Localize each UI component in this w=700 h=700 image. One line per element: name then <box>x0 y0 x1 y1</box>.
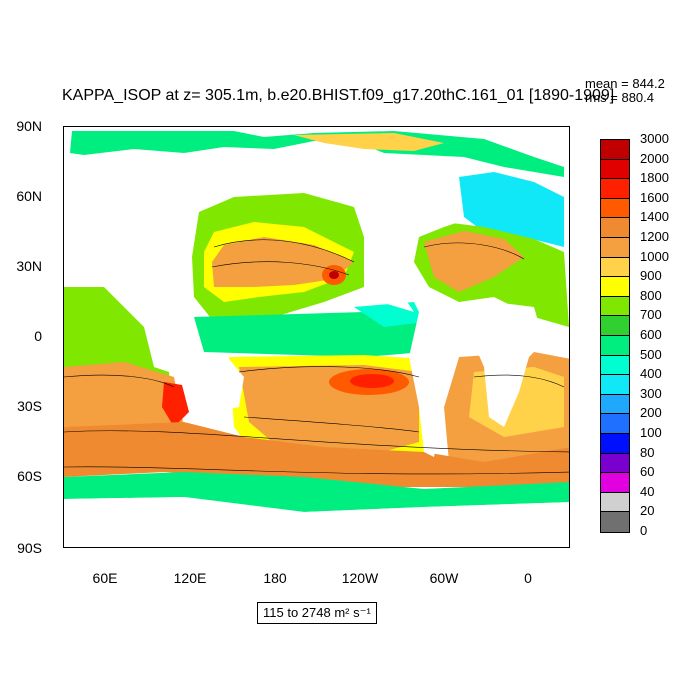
colorbar-box <box>601 159 629 180</box>
lat-label-30n: 30N <box>16 258 42 274</box>
colorbar-box <box>601 296 629 317</box>
pacific-max-north-core <box>329 271 339 279</box>
colorbar-label: 800 <box>640 287 662 303</box>
colorbar-label: 3000 <box>640 131 669 146</box>
map-field <box>64 131 569 547</box>
arctic-band <box>294 133 444 151</box>
contour-lines <box>64 239 569 475</box>
lon-label-120e: 120E <box>173 570 207 586</box>
lat-label-60n: 60N <box>16 188 42 204</box>
colorbar-box <box>601 394 629 415</box>
colorbar-label: 40 <box>640 483 655 499</box>
colorbar-label: 1800 <box>640 170 669 186</box>
lon-label-120w: 120W <box>341 570 379 586</box>
colorbar-label: 900 <box>640 268 662 284</box>
equatorial-band <box>194 312 424 357</box>
colorbar-box <box>601 140 629 160</box>
land-africa <box>469 302 544 427</box>
land-antarctica <box>64 497 569 547</box>
colorbar-box <box>601 335 629 356</box>
colorbar-label: 1600 <box>640 189 669 205</box>
colorbar-label: 0 <box>640 523 648 538</box>
colorbar-label: 1400 <box>640 209 669 225</box>
lon-label-60w: 60W <box>429 570 459 586</box>
colorbar-label: 2000 <box>640 150 669 166</box>
plot-title: KAPPA_ISOP at z= 305.1m, b.e20.BHIST.f09… <box>62 87 615 104</box>
colorbar-box <box>601 316 629 336</box>
map-panel <box>63 126 570 548</box>
lat-label-30s: 30S <box>17 398 42 414</box>
lat-label-60s: 60S <box>17 468 42 484</box>
colorbar-box <box>601 414 629 434</box>
colorbar-label: 1200 <box>640 229 669 244</box>
agulhas-region <box>162 382 189 427</box>
colorbar-box <box>601 218 629 238</box>
pacific-max-south-core <box>350 374 394 388</box>
range-label: 115 to 2748 m² s⁻¹ <box>257 602 377 624</box>
colorbar-label: 100 <box>640 425 662 440</box>
colorbar-box <box>601 257 629 278</box>
colorbar-box <box>601 433 629 454</box>
colorbar-box <box>601 179 629 199</box>
colorbar-label: 700 <box>640 307 662 323</box>
colorbar-label: 300 <box>640 385 662 401</box>
colorbar-label: 20 <box>640 503 655 519</box>
lon-label-0: 0 <box>524 570 532 586</box>
land-eurasia <box>64 157 264 317</box>
colorbar-box <box>601 492 629 513</box>
land-south-america <box>409 312 459 457</box>
colorbar-box <box>601 453 629 474</box>
lon-label-60e: 60E <box>92 570 118 586</box>
land-north-america <box>354 157 459 312</box>
colorbar-label: 600 <box>640 327 662 342</box>
colorbar-label: 200 <box>640 405 662 421</box>
gulf-stream <box>424 231 524 292</box>
colorbar <box>600 139 630 533</box>
colorbar-label: 500 <box>640 346 662 362</box>
colorbar-box <box>601 473 629 493</box>
colorbar-label: 400 <box>640 366 662 382</box>
lon-label-180: 180 <box>263 570 287 586</box>
mean-stat: mean = 844.2 <box>585 76 665 91</box>
lat-label-90n: 90N <box>16 118 42 134</box>
colorbar-label: 80 <box>640 444 655 460</box>
colorbar-box <box>601 277 629 297</box>
southern-ocean-cold <box>64 472 569 512</box>
lat-label-90s: 90S <box>17 540 42 556</box>
colorbar-box <box>601 237 629 258</box>
colorbar-label: 60 <box>640 464 655 480</box>
rms-stat: rms = 880.4 <box>585 90 655 105</box>
lat-label-eq: 0 <box>34 328 42 344</box>
colorbar-box <box>601 375 629 395</box>
colorbar-label: 1000 <box>640 248 669 264</box>
colorbar-box <box>601 355 629 376</box>
land-australia <box>189 359 244 412</box>
stats-block: mean = 844.2 rms = 880.4 <box>585 77 665 105</box>
colorbar-box <box>601 198 629 219</box>
colorbar-box <box>601 512 629 532</box>
southern-ocean-band <box>64 422 569 487</box>
